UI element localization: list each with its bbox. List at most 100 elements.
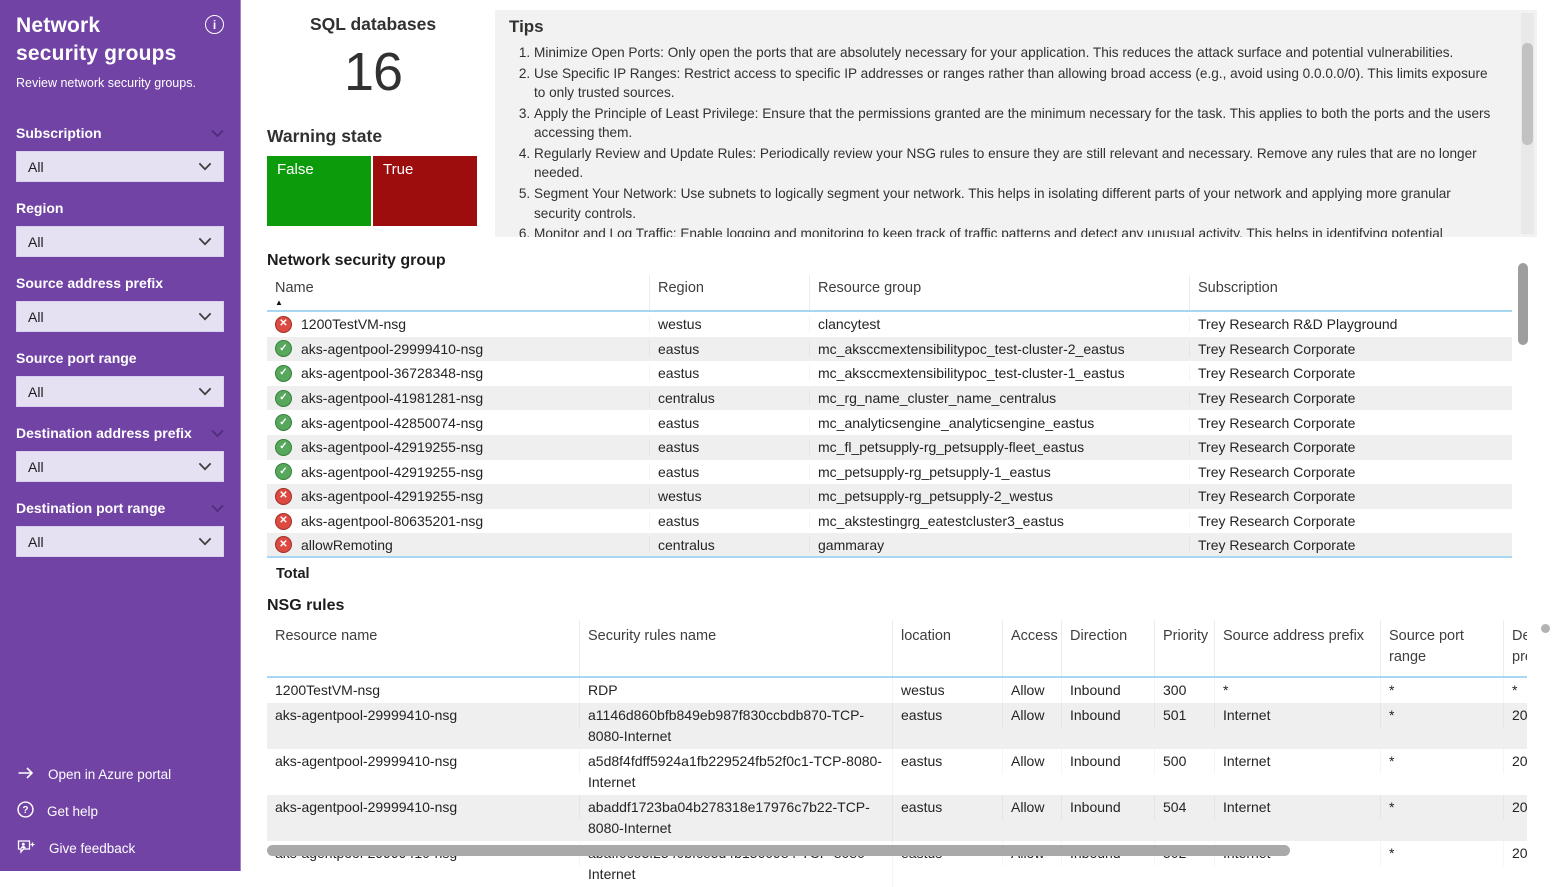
rules-column-header-access[interactable]: Access <box>1003 619 1062 676</box>
table-row[interactable]: ✓ aks-agentpool-41981281-nsg centralus mc_r… <box>267 385 1512 411</box>
rule-security-rule-name-cell: a1146d860bfb849eb987f830ccbdb870-TCP-808… <box>580 702 893 749</box>
nsg-resource-group-cell: mc_aksccmextensibilitypoc_test-cluster-2… <box>810 340 1190 357</box>
nsg-column-header-name[interactable]: Name ▲ <box>267 275 650 310</box>
table-row[interactable]: aks-agentpool-29999410-nsg a5d8f4fdff5924… <box>267 748 1527 795</box>
nsg-name-cell: ✓ aks-agentpool-41981281-nsg <box>267 389 650 407</box>
column-header-label: Region <box>658 280 704 296</box>
success-badge-icon: ✓ <box>275 438 292 456</box>
rules-column-header-priority[interactable]: Priority <box>1155 619 1215 676</box>
rule-priority-cell: 500 <box>1155 748 1215 774</box>
link-label: Give feedback <box>49 841 136 856</box>
nsg-name-cell: ✓ aks-agentpool-42919255-nsg <box>267 438 650 456</box>
page-title: Network security groups <box>16 14 177 65</box>
warning-tile-false[interactable]: False <box>267 156 371 226</box>
parameters-sidebar: Network security groups i Review network… <box>0 0 241 871</box>
rules-column-header-source-address-prefix[interactable]: Source address prefix <box>1215 619 1381 676</box>
filter-label-subscription: Subscription <box>16 123 224 143</box>
nsg-column-header-region[interactable]: Region <box>650 275 810 310</box>
rules-scrollbar-dot <box>1541 624 1550 633</box>
filter-select-destination-address-prefix[interactable]: All <box>16 451 224 483</box>
table-row[interactable]: ✓ aks-agentpool-42919255-nsg eastus mc_fl_p… <box>267 434 1512 460</box>
filter-select-source-address-prefix[interactable]: All <box>16 301 224 333</box>
sort-ascending-icon: ▲ <box>275 298 283 307</box>
chevron-down-icon <box>211 504 224 513</box>
rule-priority-cell: 501 <box>1155 702 1215 728</box>
rules-column-header-security-rules-name[interactable]: Security rules name <box>580 619 893 676</box>
feedback-icon <box>17 839 36 858</box>
nsg-name: 1200TestVM-nsg <box>301 316 407 333</box>
nsg-subscription-cell: Trey Research Corporate <box>1198 365 1356 382</box>
filter-select-region[interactable]: All <box>16 226 224 258</box>
rules-column-header-location[interactable]: location <box>893 619 1003 676</box>
table-row[interactable]: ✓ aks-agentpool-42919255-nsg eastus mc_pets… <box>267 460 1512 485</box>
warning-tile-label: False <box>277 161 314 178</box>
rule-access-cell: Allow <box>1003 794 1062 820</box>
nsg-resource-group-cell: mc_petsupply-rg_petsupply-1_eastus <box>810 463 1190 480</box>
warning-state-title: Warning state <box>267 126 383 146</box>
success-badge-icon: ✓ <box>275 364 292 382</box>
nsg-region-cell: centralus <box>650 390 810 407</box>
arrow-right-icon <box>17 766 35 783</box>
warning-tile-true[interactable]: True <box>373 156 477 226</box>
stat-column: SQL databases 16 Warning state False True <box>267 5 479 237</box>
rules-column-header-direction[interactable]: Direction <box>1062 619 1155 676</box>
nsg-region-cell: eastus <box>650 365 810 382</box>
tips-scrollbar[interactable] <box>1521 13 1534 234</box>
filter-label-destination-port-range: Destination port range <box>16 498 224 518</box>
success-badge-icon: ✓ <box>275 414 292 432</box>
nsg-subscription-cell: Trey Research Corporate <box>1198 414 1356 431</box>
table-row[interactable]: 1200TestVM-nsg RDP westus Allow Inbound 300 * *… <box>267 677 1527 703</box>
filter-select-destination-port-range[interactable]: All <box>16 526 224 558</box>
rule-destination-address-prefix-cell: 20 <box>1512 844 1527 861</box>
table-row[interactable]: ✓ aks-agentpool-29999410-nsg eastus mc_aksc… <box>267 336 1512 362</box>
nsg-column-header-subscription[interactable]: Subscription <box>1190 275 1512 310</box>
rule-resource-name-cell: 1200TestVM-nsg <box>267 677 580 703</box>
filter-select-value: All <box>28 233 44 250</box>
tips-list: Minimize Open Ports: Only open the ports… <box>509 43 1497 237</box>
nsg-table-body: ✕ 1200TestVM-nsg westus clancytest Trey Rese… <box>267 312 1512 558</box>
chevron-down-icon <box>211 429 224 438</box>
chevron-down-icon <box>198 238 212 246</box>
table-row[interactable]: ✕ aks-agentpool-80635201-nsg eastus mc_akst… <box>267 509 1512 534</box>
table-row[interactable]: ✓ aks-agentpool-42850074-nsg eastus mc_anal… <box>267 410 1512 435</box>
link-give-feedback[interactable]: Give feedback <box>17 839 171 858</box>
chevron-down-icon <box>198 463 212 471</box>
nsg-name: aks-agentpool-41981281-nsg <box>301 390 484 407</box>
table-row[interactable]: ✕ 1200TestVM-nsg westus clancytest Trey Rese… <box>267 312 1512 337</box>
link-open-in-azure-portal[interactable]: Open in Azure portal <box>17 766 171 783</box>
rule-source-address-prefix-cell: Internet <box>1215 794 1381 820</box>
link-get-help[interactable]: ? Get help <box>17 801 171 821</box>
rules-column-header-destination-address-prefix[interactable]: Destination address prefix <box>1512 627 1527 665</box>
rule-destination-address-prefix-cell: 20 <box>1512 706 1527 723</box>
filter-label-source-address-prefix: Source address prefix <box>16 273 224 293</box>
nsg-column-header-resource-group[interactable]: Resource group <box>810 275 1190 310</box>
page-subtitle: Review network security groups. <box>16 76 196 91</box>
filter-list: Subscription All Region All Source address p… <box>16 123 224 558</box>
table-row[interactable]: aks-agentpool-29999410-nsg a1146d860bfb84… <box>267 702 1527 749</box>
tip-item: Regularly Review and Update Rules: Perio… <box>534 144 1497 183</box>
horizontal-scrollbar[interactable] <box>267 845 1290 856</box>
nsg-table-section: Network security group Name ▲ Region Resour… <box>241 252 1553 582</box>
filter-select-subscription[interactable]: All <box>16 151 224 183</box>
rule-priority-cell: 504 <box>1155 794 1215 820</box>
nsg-vertical-scrollbar[interactable] <box>1518 263 1528 345</box>
table-row[interactable]: ✕ allowRemoting centralus gammaray Trey Rese… <box>267 533 1512 558</box>
chevron-down-icon <box>198 313 212 321</box>
tip-item: Minimize Open Ports: Only open the ports… <box>534 43 1497 63</box>
rule-source-address-prefix-cell: * <box>1215 677 1381 703</box>
rules-column-header-resource-name[interactable]: Resource name <box>267 619 580 676</box>
nsg-subscription-cell: Trey Research Corporate <box>1198 488 1356 505</box>
table-row[interactable]: ✓ aks-agentpool-36728348-nsg eastus mc_aksc… <box>267 361 1512 386</box>
table-row[interactable]: aks-agentpool-29999410-nsg abaddf1723ba04… <box>267 794 1527 841</box>
top-row: SQL databases 16 Warning state False True… <box>241 0 1553 237</box>
rule-location-cell: eastus <box>893 702 1003 728</box>
info-circle-icon[interactable]: i <box>205 15 224 34</box>
link-label: Get help <box>47 803 99 819</box>
table-row[interactable]: ✕ aks-agentpool-42919255-nsg westus mc_pets… <box>267 484 1512 509</box>
rules-column-header-source-port-range[interactable]: Source port range <box>1381 619 1504 676</box>
filter-select-source-port-range[interactable]: All <box>16 376 224 408</box>
tips-scrollbar-thumb[interactable] <box>1522 43 1533 145</box>
rule-source-port-range-cell: * <box>1381 677 1504 703</box>
tip-item: Use Specific IP Ranges: Restrict access … <box>534 64 1497 103</box>
nsg-subscription-cell: Trey Research Corporate <box>1198 340 1356 357</box>
